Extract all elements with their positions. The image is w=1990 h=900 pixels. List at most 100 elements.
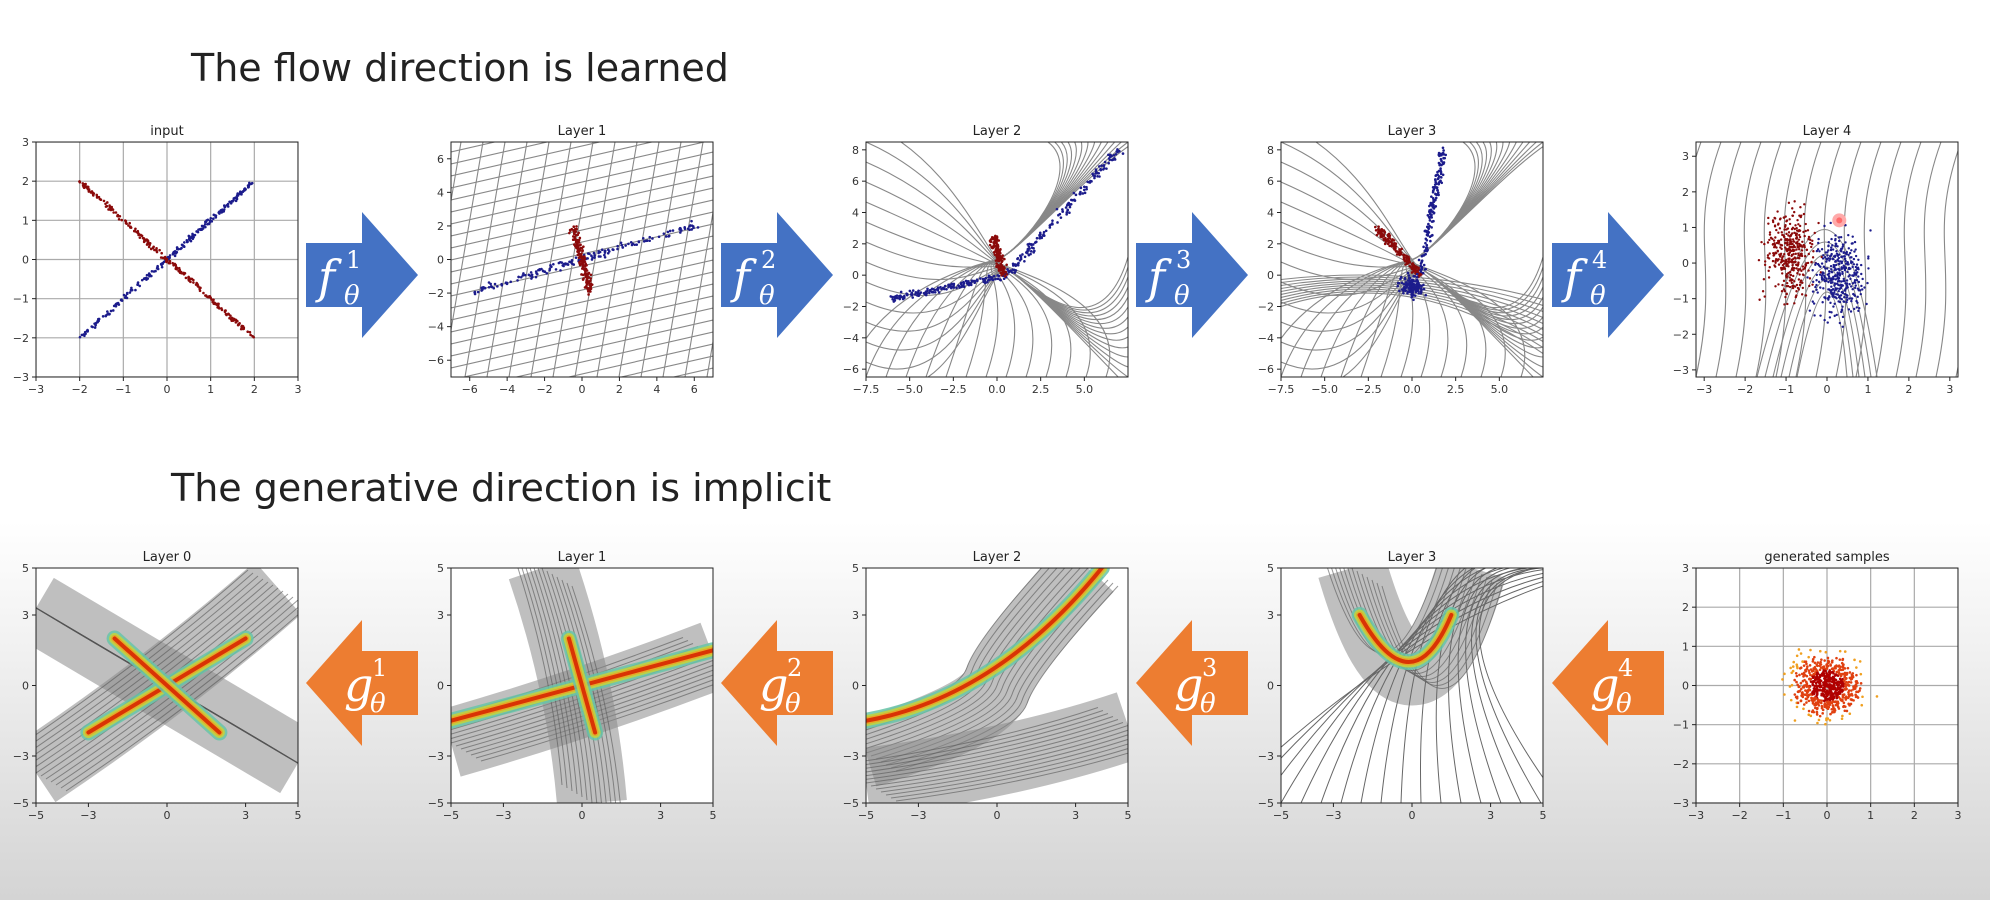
- data-point: [1825, 277, 1828, 280]
- data-point: [1429, 239, 1432, 243]
- data-point: [1805, 689, 1808, 693]
- data-point: [1405, 255, 1408, 259]
- data-point: [1853, 286, 1857, 290]
- data-point: [1842, 277, 1845, 281]
- data-point: [1379, 231, 1382, 235]
- data-point: [1821, 692, 1825, 696]
- data-point: [1853, 279, 1857, 282]
- plot-input: input −3 −2 −1 0 1 2 3 −3 −2 −1 0 1 2 3: [0, 118, 310, 403]
- data-point: [1828, 295, 1831, 298]
- data-point: [1809, 241, 1812, 245]
- data-point: [1387, 240, 1391, 243]
- data-point: [1093, 176, 1096, 180]
- data-point: [1795, 233, 1798, 237]
- data-point: [140, 278, 144, 282]
- data-point: [995, 237, 999, 241]
- data-point: [585, 275, 589, 279]
- data-point: [992, 274, 996, 278]
- mesh-line: [1755, 142, 1782, 377]
- data-point: [995, 262, 998, 265]
- plot-generated-samples: generated samples −3 −2 −1 0 1 2 3 −3 −2 −1 0 1 2 3: [1660, 544, 1970, 829]
- data-point: [1838, 677, 1842, 681]
- data-point: [1061, 210, 1065, 213]
- data-point: [1802, 230, 1805, 234]
- data-point: [584, 285, 588, 289]
- y-tick-label: −4: [843, 332, 859, 345]
- y-tick-label: 2: [1682, 186, 1689, 199]
- x-tick-label: 2.5: [1032, 383, 1050, 396]
- data-point: [1851, 288, 1854, 291]
- x-tick-label: 5.0: [1491, 383, 1509, 396]
- data-point: [1083, 191, 1087, 195]
- data-point: [1837, 707, 1841, 710]
- data-point: [1844, 292, 1847, 296]
- data-point: [1415, 288, 1418, 291]
- data-point: [80, 333, 84, 337]
- data-point: [982, 278, 986, 282]
- chart-title: Layer 2: [973, 124, 1022, 139]
- data-point: [1785, 258, 1788, 262]
- data-point: [999, 262, 1003, 266]
- data-point: [1442, 149, 1445, 152]
- data-point: [1797, 268, 1801, 271]
- data-point: [999, 278, 1002, 282]
- data-point: [1853, 658, 1856, 662]
- y-tick-label: 3: [437, 609, 444, 622]
- data-point: [110, 205, 114, 209]
- data-point: [1766, 241, 1770, 244]
- data-point: [1056, 221, 1059, 224]
- data-point: [1803, 684, 1806, 687]
- data-point: [1781, 678, 1784, 681]
- data-point: [534, 275, 538, 279]
- function-subscript: θ: [1590, 281, 1606, 311]
- y-tick-label: 6: [437, 153, 444, 166]
- data-point: [1857, 309, 1860, 313]
- x-tick-label: −1: [1778, 383, 1794, 396]
- x-tick-label: 3: [1955, 809, 1962, 822]
- data-point: [1834, 690, 1837, 693]
- data-point: [899, 290, 903, 294]
- data-point: [1424, 252, 1427, 256]
- data-point: [1840, 308, 1844, 311]
- data-point: [1777, 231, 1780, 234]
- data-point: [1419, 287, 1423, 290]
- data-point: [205, 295, 209, 298]
- data-point: [1398, 248, 1401, 251]
- x-tick-label: −7.5: [1268, 383, 1295, 396]
- data-point: [1847, 684, 1850, 687]
- data-point: [919, 291, 923, 294]
- data-point: [128, 291, 132, 294]
- data-point: [1763, 260, 1767, 263]
- data-point: [1832, 681, 1836, 684]
- mesh-line: [1471, 568, 1543, 803]
- data-point: [83, 334, 86, 338]
- data-point: [541, 269, 545, 273]
- data-point: [1382, 234, 1386, 238]
- x-tick-label: −5: [443, 809, 459, 822]
- data-point: [1852, 257, 1856, 261]
- y-tick-label: −1: [13, 293, 29, 306]
- data-point: [223, 205, 226, 209]
- data-point: [1795, 263, 1798, 267]
- data-point: [209, 216, 213, 220]
- data-point: [535, 271, 538, 275]
- data-point: [165, 259, 168, 263]
- x-tick-label: −2: [1737, 383, 1753, 396]
- data-point: [1842, 251, 1846, 254]
- data-point: [1783, 672, 1786, 676]
- data-point: [1798, 283, 1802, 287]
- data-point: [572, 229, 575, 232]
- mesh-line: [890, 748, 1128, 799]
- data-point: [1821, 272, 1824, 276]
- data-point: [1402, 282, 1406, 286]
- data-point: [581, 250, 584, 253]
- data-point: [1795, 705, 1799, 709]
- data-point: [1788, 276, 1791, 279]
- data-point: [952, 282, 956, 286]
- data-point: [1845, 300, 1848, 304]
- data-point: [184, 276, 188, 280]
- data-point: [1827, 240, 1830, 244]
- data-point: [1852, 263, 1856, 266]
- data-point: [177, 266, 181, 270]
- data-point: [1818, 250, 1821, 253]
